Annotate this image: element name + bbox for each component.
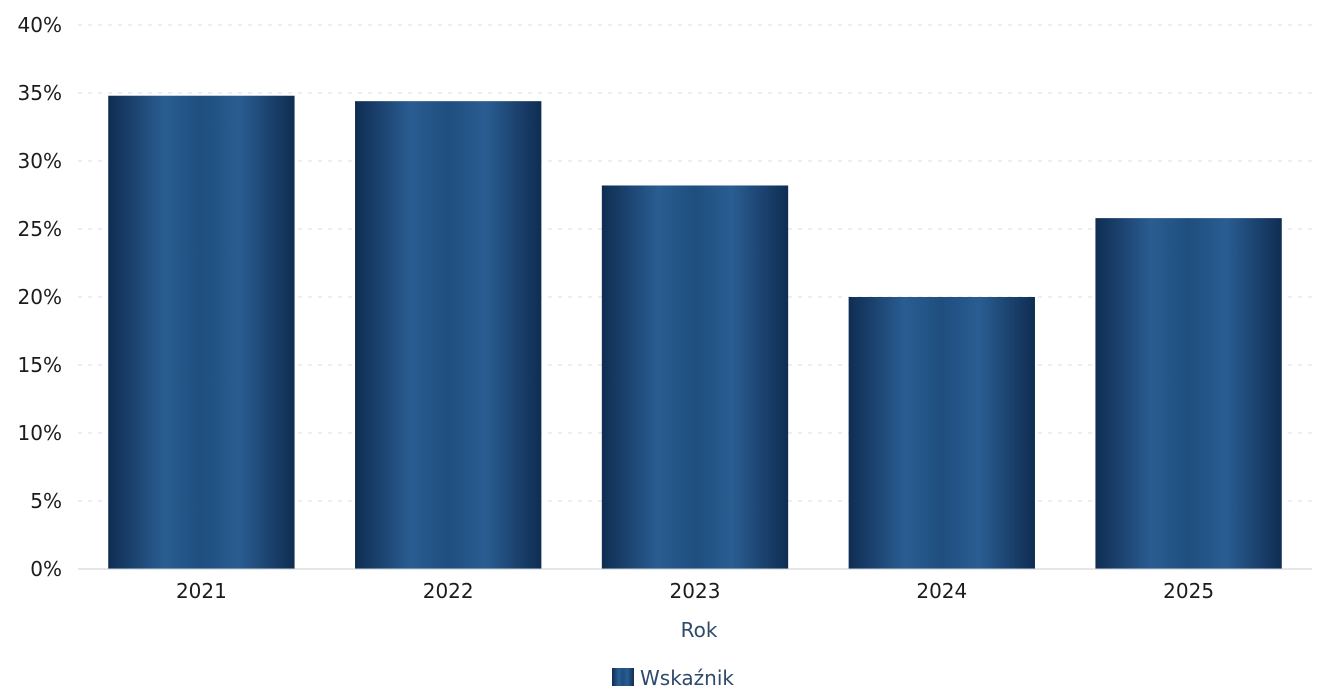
y-tick-label: 20% <box>18 285 62 309</box>
y-tick-label: 5% <box>30 489 62 513</box>
x-tick-label: 2024 <box>916 579 967 603</box>
bar-2021[interactable] <box>108 95 295 569</box>
y-axis-tick-labels: 0% 5% 10% 15% 20% 25% 30% 35% 40% <box>18 13 62 581</box>
y-tick-label: 15% <box>18 353 62 377</box>
y-tick-label: 0% <box>30 557 62 581</box>
bar-2024[interactable] <box>848 297 1035 569</box>
x-axis-title: Rok <box>681 618 718 642</box>
y-tick-label: 30% <box>18 149 62 173</box>
legend-label: Wskaźnik <box>640 666 734 690</box>
bar-2022[interactable] <box>355 101 542 569</box>
y-tick-label: 10% <box>18 421 62 445</box>
x-tick-label: 2021 <box>176 579 227 603</box>
bars <box>108 95 1282 570</box>
x-tick-label: 2022 <box>423 579 474 603</box>
bar-2025[interactable] <box>1095 218 1282 569</box>
x-tick-label: 2023 <box>670 579 721 603</box>
x-tick-label: 2025 <box>1163 579 1214 603</box>
legend[interactable]: Wskaźnik <box>612 666 734 690</box>
x-axis-category-labels: 2021 2022 2023 2024 2025 <box>176 579 1214 603</box>
legend-swatch <box>612 668 634 686</box>
y-tick-label: 35% <box>18 81 62 105</box>
bar-2023[interactable] <box>601 185 789 570</box>
y-tick-label: 40% <box>18 13 62 37</box>
y-tick-label: 25% <box>18 217 62 241</box>
